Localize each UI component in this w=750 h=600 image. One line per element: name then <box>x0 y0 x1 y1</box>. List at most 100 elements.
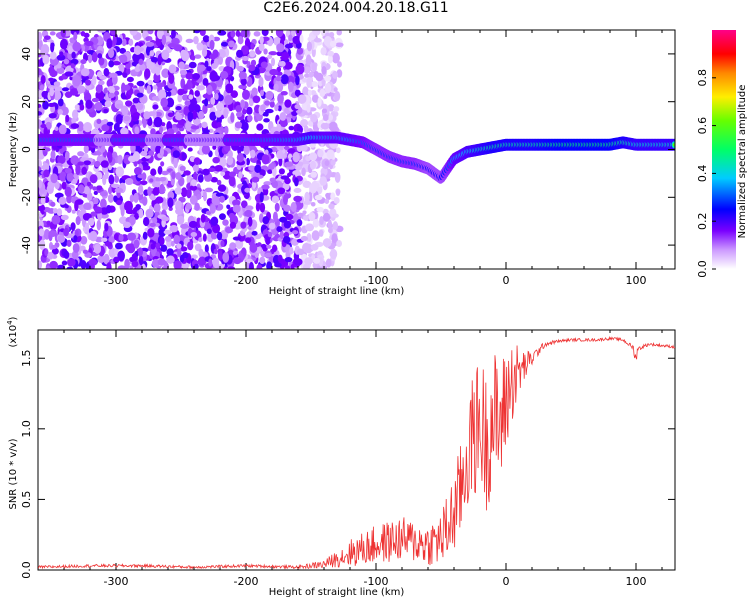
heatmap-cell <box>279 230 284 240</box>
heatmap-cell <box>43 169 50 178</box>
heatmap-cell <box>315 72 324 82</box>
colorbar-tick-label: 0.0 <box>696 260 709 278</box>
heatmap-cell <box>167 191 175 200</box>
heatmap-cell <box>96 185 103 191</box>
heatmap-cell <box>262 112 268 117</box>
heatmap-cell <box>282 194 288 205</box>
heatmap-cell <box>67 258 76 267</box>
heatmap-cell <box>672 143 675 147</box>
heatmap-cell <box>108 174 115 185</box>
heatmap-cell <box>108 92 116 98</box>
heatmap-cell <box>271 57 276 67</box>
heatmap-cell <box>166 255 175 264</box>
heatmap-cell <box>328 203 335 210</box>
heatmap-cell <box>110 30 117 36</box>
heatmap-cell <box>220 170 226 177</box>
heatmap-cell <box>230 90 239 99</box>
heatmap-cell <box>92 51 98 63</box>
heatmap-cell <box>277 105 282 112</box>
y-tick-label: 0 <box>20 146 33 153</box>
heatmap-cell <box>173 260 182 269</box>
heatmap-cell <box>59 51 64 57</box>
heatmap-cell <box>225 226 234 234</box>
heatmap-cell <box>186 79 192 89</box>
heatmap-cell <box>171 30 176 39</box>
heatmap-cell <box>204 244 209 253</box>
heatmap-cell <box>282 235 291 244</box>
heatmap-cell <box>83 186 90 195</box>
heatmap-cell <box>289 246 294 255</box>
heatmap-cell <box>100 237 108 242</box>
heatmap-cell <box>50 201 56 207</box>
heatmap-cell <box>269 177 276 183</box>
heatmap-cell <box>54 180 60 190</box>
heatmap-cell <box>236 49 244 58</box>
heatmap-cell <box>106 262 112 269</box>
heatmap-cell <box>129 216 136 226</box>
heatmap-cell <box>304 191 310 203</box>
heatmap-cell <box>239 144 245 152</box>
heatmap-cell <box>94 101 103 111</box>
heatmap-cell <box>127 232 137 241</box>
heatmap-cell <box>76 121 84 132</box>
heatmap-cell <box>198 248 204 258</box>
heatmap-cell <box>145 45 151 56</box>
heatmap-cell <box>84 79 92 86</box>
heatmap-cell <box>216 231 223 241</box>
heatmap-cell <box>202 168 210 176</box>
heatmap-cell <box>216 179 222 186</box>
x-tick-label: 0 <box>503 274 510 287</box>
heatmap-cell <box>103 108 109 114</box>
heatmap-cell <box>311 94 320 103</box>
heatmap-cell <box>159 125 164 134</box>
heatmap-cell <box>256 123 264 131</box>
heatmap-cell <box>177 93 183 103</box>
heatmap-cell <box>40 194 46 206</box>
heatmap-cell <box>180 223 189 229</box>
heatmap-cell <box>210 233 218 240</box>
heatmap-cell <box>224 94 234 106</box>
heatmap-cell <box>309 182 318 194</box>
heatmap-cell <box>93 206 103 213</box>
heatmap-cell <box>149 195 156 201</box>
heatmap-cell <box>134 66 141 72</box>
heatmap-cell <box>259 89 264 97</box>
heatmap-cell <box>172 150 181 158</box>
heatmap-cell <box>210 176 218 183</box>
heatmap-cell <box>97 254 105 264</box>
heatmap-cell <box>295 30 302 37</box>
heatmap-cell <box>101 124 110 132</box>
heatmap-cell <box>42 54 50 65</box>
heatmap-cell <box>46 220 51 226</box>
heatmap-cell <box>276 43 285 53</box>
heatmap-cell <box>330 159 336 166</box>
heatmap-cell <box>83 144 89 154</box>
heatmap-cell <box>334 171 341 183</box>
heatmap-cell <box>149 50 155 57</box>
heatmap-cell <box>138 255 144 266</box>
heatmap-cell <box>126 67 131 75</box>
heatmap-cell <box>230 30 236 38</box>
heatmap-cell <box>209 70 218 82</box>
heatmap-cell <box>259 256 266 265</box>
heatmap-cell <box>173 234 181 245</box>
heatmap-cell <box>120 105 129 116</box>
heatmap-cells <box>38 30 675 269</box>
heatmap-cell <box>219 49 226 59</box>
heatmap-cell <box>260 243 267 250</box>
heatmap-cell <box>205 210 212 215</box>
heatmap-cell <box>191 55 196 61</box>
heatmap-cell <box>100 160 109 168</box>
heatmap-cell <box>245 157 251 166</box>
heatmap-cell <box>310 201 316 207</box>
heatmap-cell <box>105 205 112 214</box>
heatmap-cell <box>247 114 253 122</box>
heatmap-cell <box>93 197 99 205</box>
heatmap-cell <box>174 187 182 195</box>
heatmap-cell <box>57 109 64 115</box>
heatmap-cell <box>181 94 189 101</box>
heatmap-cell <box>206 66 212 72</box>
heatmap-cell <box>111 151 118 158</box>
heatmap-cell <box>153 116 163 128</box>
